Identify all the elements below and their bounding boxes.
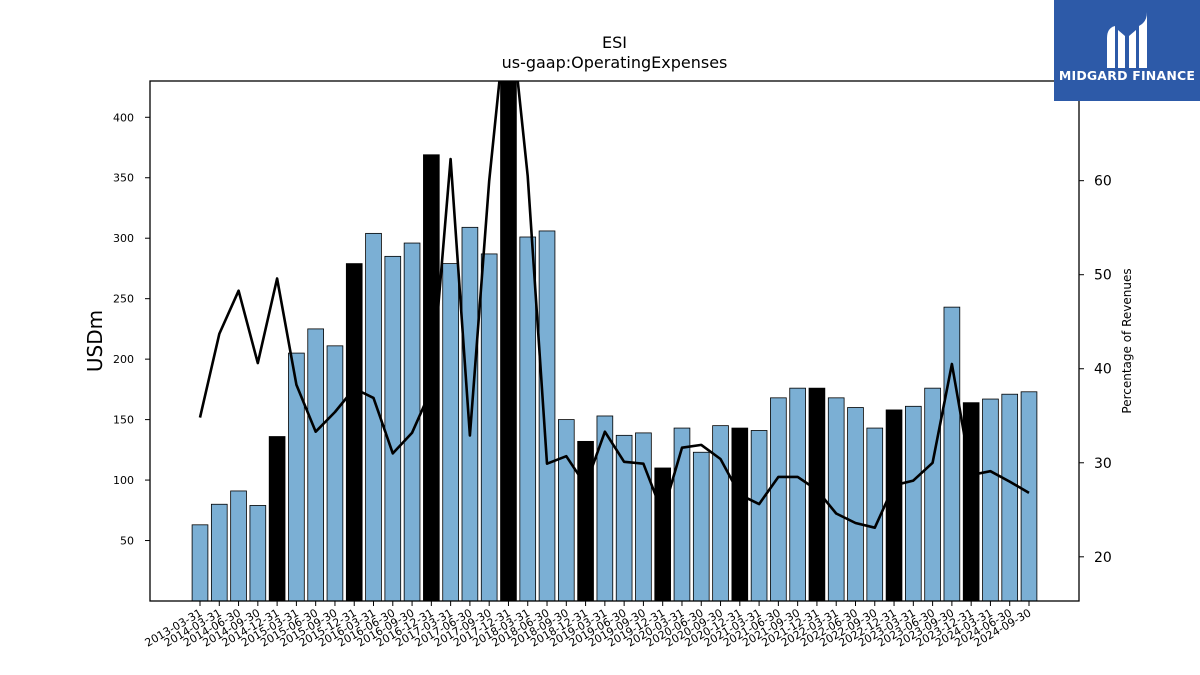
y-tick-label-4: 250 — [113, 293, 134, 306]
chart-subtitle: us-gaap:OperatingExpenses — [502, 53, 728, 72]
chart-title: ESI — [602, 33, 627, 52]
ratio-line — [198, 81, 1030, 530]
plot-frame — [149, 80, 1080, 602]
bar-3 — [249, 505, 267, 602]
bar-8 — [345, 263, 363, 602]
line-layer — [198, 81, 1030, 530]
bar-15 — [480, 253, 498, 602]
bar-37 — [905, 405, 922, 602]
brand-logo: MIDGARD FINANCE — [1054, 0, 1200, 101]
bars-layer — [191, 80, 1038, 602]
bar-31 — [789, 387, 806, 602]
bar-17 — [519, 236, 537, 602]
bar-36 — [885, 409, 903, 602]
bar-16 — [500, 80, 517, 602]
bar-41 — [982, 398, 999, 602]
bar-20 — [577, 440, 594, 602]
bar-13 — [442, 263, 459, 602]
bar-27 — [712, 425, 729, 602]
bar-5 — [288, 352, 305, 602]
y2-tick-label-3: 50 — [1094, 268, 1112, 284]
right-axis: 20 30 40 50 60 — [1079, 174, 1112, 566]
bar-43 — [1020, 391, 1038, 602]
bar-28 — [731, 427, 749, 602]
bar-4 — [268, 436, 286, 602]
bar-19 — [557, 419, 575, 602]
y-tick-label-1: 100 — [113, 474, 134, 487]
midgard-logo-icon — [1107, 12, 1147, 68]
y2-tick-label-0: 20 — [1094, 550, 1112, 566]
bar-26 — [692, 451, 710, 602]
bar-42 — [1001, 393, 1019, 602]
y-axis-label: USDm — [83, 310, 107, 372]
left-axis: 50 100 150 200 250 300 350 400 — [113, 111, 150, 548]
bar-33 — [827, 397, 845, 602]
bar-18 — [538, 230, 556, 602]
y2-tick-label-1: 30 — [1094, 456, 1112, 472]
bar-1 — [210, 503, 228, 602]
y2-axis-label: Percentage of Revenues — [1120, 268, 1134, 413]
bar-23 — [635, 432, 652, 602]
y2-tick-label-2: 40 — [1094, 362, 1112, 378]
bar-30 — [770, 397, 787, 602]
bar-25 — [673, 427, 691, 602]
y-tick-label-0: 50 — [120, 535, 134, 548]
x-axis: 2013-03-312014-03-312014-06-302014-09-30… — [143, 601, 1034, 650]
bar-0 — [191, 524, 209, 602]
bar-2 — [230, 490, 247, 602]
y-tick-label-7: 400 — [113, 111, 134, 124]
bar-6 — [307, 328, 324, 602]
y2-tick-label-4: 60 — [1094, 174, 1112, 190]
brand-name: MIDGARD FINANCE — [1058, 68, 1196, 83]
bar-39 — [943, 306, 961, 602]
y-tick-label-3: 200 — [113, 353, 134, 366]
bar-38 — [924, 387, 941, 602]
bar-24 — [654, 467, 672, 602]
bar-32 — [808, 387, 826, 602]
bar-40 — [962, 402, 980, 602]
y-tick-label-2: 150 — [113, 414, 134, 427]
y-tick-label-5: 300 — [113, 232, 134, 245]
y-tick-label-6: 350 — [113, 172, 134, 185]
bar-10 — [384, 255, 402, 602]
bar-29 — [750, 430, 768, 602]
bar-34 — [847, 407, 864, 602]
bar-7 — [326, 345, 344, 602]
bar-14 — [461, 226, 479, 602]
